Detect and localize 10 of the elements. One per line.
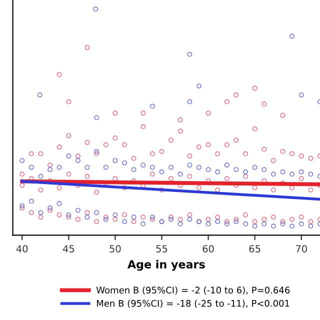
legend-label: Men B (95%CI) = -18 (-25 to -11), P<0.001 bbox=[96, 300, 290, 308]
x-tick-label: 65 bbox=[249, 245, 260, 252]
legend-label: Women B (95%CI) = -2 (-10 to 6), P=0.646 bbox=[96, 286, 290, 295]
x-tick-label: 40 bbox=[16, 245, 28, 252]
x-tick-label: 70 bbox=[296, 245, 307, 252]
x-tick-label: 55 bbox=[156, 245, 168, 252]
x-tick-label: 45 bbox=[62, 245, 74, 252]
x-axis-title: Age in years bbox=[127, 260, 205, 271]
x-tick-label: 50 bbox=[110, 245, 121, 252]
x-tick-label: 60 bbox=[202, 245, 214, 252]
